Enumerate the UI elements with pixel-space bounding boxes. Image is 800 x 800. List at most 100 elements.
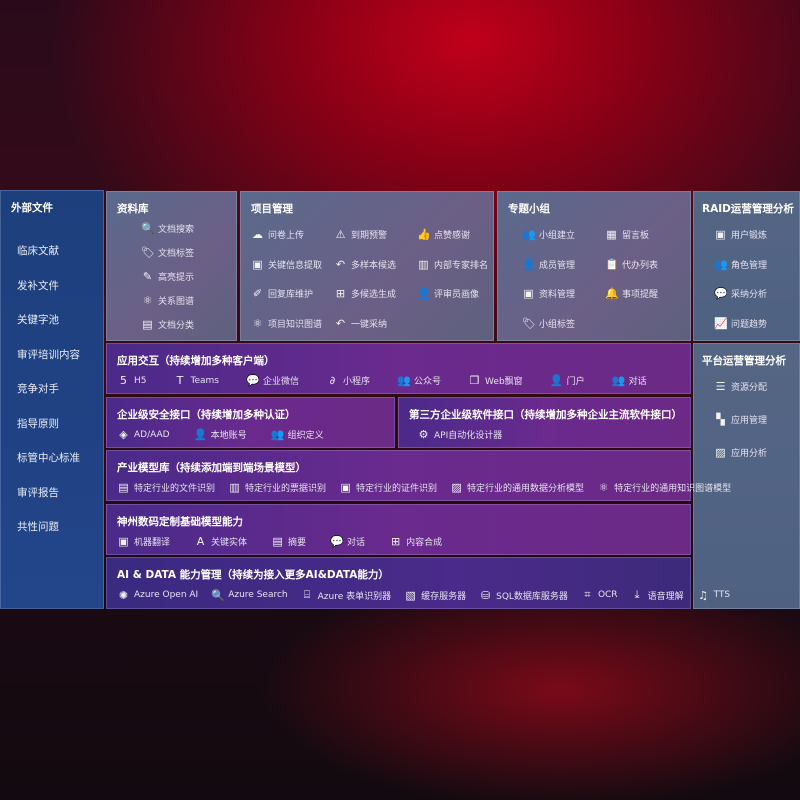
sidebar-item[interactable]: 竞争对手 (17, 383, 59, 395)
menu-item-project[interactable]: ↶ 一键采纳 (334, 317, 387, 330)
menu-item-industry[interactable]: ⚛ 特定行业的通用知识图谱模型 (597, 481, 731, 494)
menu-item-group[interactable]: ▦ 留言板 (605, 228, 649, 241)
item-label: 内部专家排名 (434, 260, 489, 271)
menu-item-project[interactable]: ↶ 多样本候选 (334, 258, 396, 271)
id-card-icon: ▣ (340, 481, 351, 494)
menu-item-industry[interactable]: ▤ 特定行业的文件识别 (117, 481, 215, 494)
menu-item-interaction[interactable]: 👤 门户 (550, 374, 585, 387)
teams-icon: T (176, 374, 184, 387)
menu-item-platform[interactable]: ▨ 应用分析 (714, 446, 767, 459)
menu-item-custom[interactable]: ⊞ 内容合成 (389, 535, 442, 548)
menu-item-thirdparty[interactable]: ⚙ API自动化设计器 (417, 428, 503, 441)
menu-item-custom[interactable]: 💬 对话 (330, 535, 365, 548)
menu-item-aidata[interactable]: ♫ TTS (697, 589, 731, 602)
item-label: SQL数据库服务器 (496, 591, 568, 602)
menu-item-platform[interactable]: ☰ 资源分配 (714, 380, 767, 393)
menu-item-library[interactable]: 🏷 文档标签 (141, 246, 194, 259)
menu-item-interaction[interactable]: 👥 公众号 (397, 374, 441, 387)
item-label: 问题趋势 (731, 319, 768, 330)
menu-item-platform[interactable]: ▚ 应用管理 (714, 413, 767, 426)
menu-item-project[interactable]: ▣ 关键信息提取 (251, 258, 322, 271)
menu-item-interaction[interactable]: T Teams (174, 374, 219, 387)
menu-item-interaction[interactable]: ❐ Web飘窗 (468, 374, 523, 387)
menu-item-library[interactable]: ⚛ 关系图谱 (141, 294, 194, 307)
menu-item-custom[interactable]: ▣ 机器翻译 (117, 535, 170, 548)
alarm-icon: ⚠ (335, 228, 346, 241)
sidebar-item[interactable]: 共性问题 (17, 521, 59, 533)
menu-item-group[interactable]: 🏷 小组标签 (522, 317, 575, 330)
tag-icon: 🏷 (522, 316, 536, 330)
chart-icon: ▨ (715, 446, 726, 459)
form-recognizer-icon: ⌸ (303, 588, 311, 601)
menu-item-aidata[interactable]: ⤓ 语音理解 (631, 588, 684, 602)
menu-item-raid[interactable]: 📈 问题趋势 (714, 317, 767, 330)
menu-item-interaction[interactable]: 👥 对话 (612, 374, 647, 387)
menu-item-interaction[interactable]: 5 H5 (117, 374, 147, 387)
menu-item-aidata[interactable]: ⌗ OCR (581, 588, 617, 602)
menu-item-interaction[interactable]: ∂ 小程序 (326, 374, 370, 387)
menu-item-raid[interactable]: 👥 角色管理 (714, 258, 767, 271)
item-label: 特定行业的文件识别 (134, 484, 216, 494)
menu-item-library[interactable]: ▤ 文档分类 (141, 318, 194, 331)
item-label: Teams (190, 375, 219, 386)
menu-item-industry[interactable]: ▣ 特定行业的证件识别 (339, 481, 437, 494)
openai-icon: ✺ (118, 588, 129, 602)
wechat-work-icon: 💬 (245, 374, 260, 387)
menu-item-aidata[interactable]: ⌸ Azure 表单识别器 (301, 588, 391, 602)
mini-program-icon: ∂ (329, 374, 336, 387)
menu-item-raid[interactable]: 💬 采纳分析 (714, 287, 767, 300)
panel-library: 资料库 🔍 文档搜索 🏷 文档标签 ✎ 高亮提示 ⚛ 关系图谱 ▤ 文档分类 (106, 191, 237, 341)
item-label: 特定行业的证件识别 (356, 484, 438, 494)
menu-item-project[interactable]: 👍 点赞感谢 (417, 228, 470, 241)
graph-icon: ⚛ (252, 316, 263, 330)
item-label: 多候选生成 (351, 290, 397, 300)
panel-title: 产业模型库（持续添加端到端场景模型） (117, 462, 306, 474)
menu-item-group[interactable]: 👤 成员管理 (522, 258, 575, 271)
summary-icon: ▤ (272, 535, 283, 548)
menu-item-project[interactable]: 👤 评审员画像 (417, 287, 479, 300)
menu-item-custom[interactable]: A 关键实体 (194, 535, 247, 548)
menu-item-security[interactable]: 👥 组织定义 (271, 428, 324, 441)
menu-item-aidata[interactable]: ⛁ SQL数据库服务器 (479, 589, 568, 602)
menu-item-project[interactable]: ⚠ 到期预警 (334, 228, 387, 241)
sidebar-item[interactable]: 指导原则 (17, 417, 59, 430)
reply-icon: ↶ (335, 257, 346, 271)
sidebar-item[interactable]: 审评培训内容 (17, 348, 80, 361)
menu-item-project[interactable]: ⊞ 多候选生成 (334, 287, 396, 300)
edit-icon: ✐ (252, 287, 263, 300)
menu-item-project[interactable]: ☁ 问卷上传 (251, 228, 304, 241)
menu-item-security[interactable]: 👤 本地账号 (194, 428, 247, 441)
chat-icon: 💬 (330, 535, 344, 548)
menu-item-aidata[interactable]: 🔍 Azure Search (211, 589, 287, 602)
sidebar-item[interactable]: 发补文件 (17, 279, 59, 292)
menu-item-custom[interactable]: ▤ 摘要 (271, 535, 306, 548)
menu-item-interaction[interactable]: 💬 企业微信 (246, 374, 299, 387)
api-gear-icon: ⚙ (418, 428, 429, 441)
menu-item-industry[interactable]: ▨ 特定行业的通用数据分析模型 (450, 481, 584, 494)
menu-item-security[interactable]: ◈ AD/AAD (117, 428, 169, 441)
sidebar-item[interactable]: 审评报告 (17, 486, 59, 499)
window-icon: ❐ (469, 374, 480, 387)
sidebar-item[interactable]: 关键字池 (17, 314, 59, 326)
sidebar-item[interactable]: 标管中心标准 (17, 452, 80, 464)
menu-item-group[interactable]: ▣ 资料管理 (522, 287, 575, 300)
menu-item-group[interactable]: 📋 代办列表 (605, 258, 658, 271)
menu-item-industry[interactable]: ▥ 特定行业的票据识别 (228, 481, 326, 494)
sidebar-item[interactable]: 临床文献 (17, 245, 59, 257)
item-label: 关键信息提取 (268, 260, 323, 271)
menu-item-aidata[interactable]: ✺ Azure Open AI (117, 589, 198, 602)
menu-item-raid[interactable]: ▣ 用户锻炼 (714, 228, 767, 241)
menu-item-library[interactable]: 🔍 文档搜索 (141, 222, 194, 235)
item-label: 评审员画像 (434, 290, 480, 300)
menu-item-aidata[interactable]: ▧ 缓存服务器 (404, 589, 466, 602)
item-label: 多样本候选 (351, 260, 397, 271)
menu-item-project[interactable]: ✐ 回复库维护 (251, 287, 313, 300)
menu-item-library[interactable]: ✎ 高亮提示 (141, 270, 194, 283)
item-label: TTS (713, 590, 731, 600)
ad-icon: ◈ (119, 428, 128, 441)
item-label: Azure Open AI (134, 590, 199, 600)
menu-item-group[interactable]: 🔔 事项提醒 (605, 287, 658, 300)
menu-item-project[interactable]: ▥ 内部专家排名 (417, 258, 488, 271)
menu-item-project[interactable]: ⚛ 项目知识图谱 (251, 317, 322, 330)
menu-item-group[interactable]: 👥 小组建立 (522, 228, 575, 241)
